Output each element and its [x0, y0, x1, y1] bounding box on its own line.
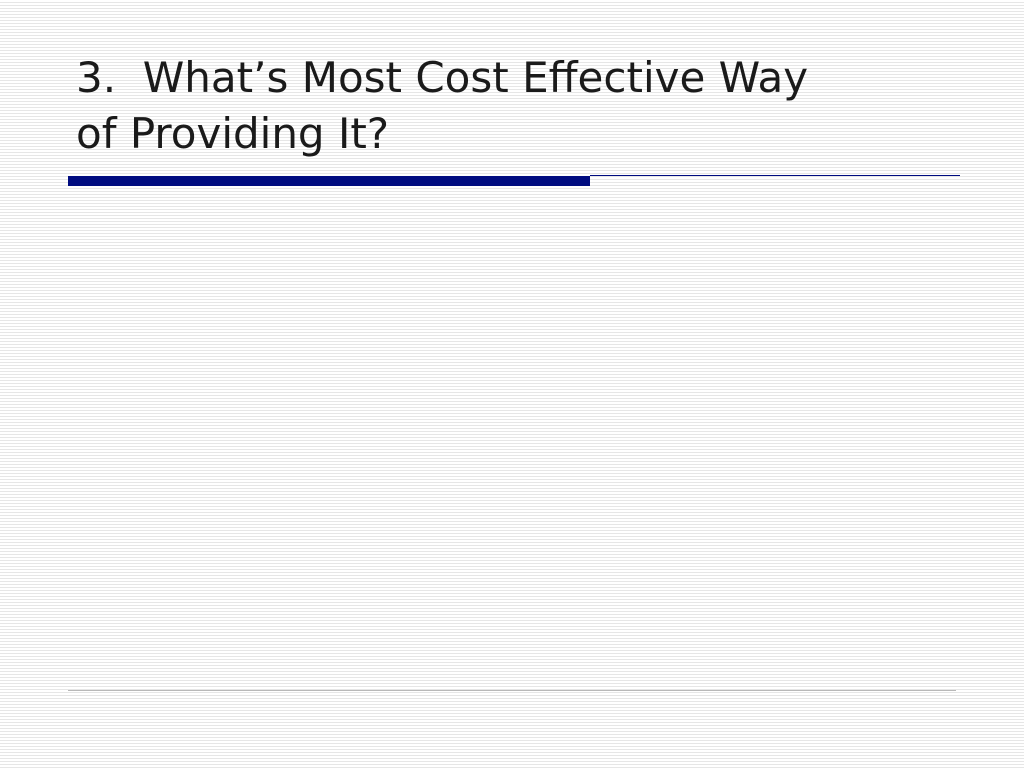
footer-divider [68, 690, 956, 691]
title-line-2: of Providing It? [76, 109, 390, 158]
slide-title: 3. What’s Most Cost Effective Way of Prov… [76, 50, 956, 162]
title-underline-thin [590, 175, 960, 176]
title-line-1: 3. What’s Most Cost Effective Way [76, 53, 809, 102]
title-underline-thick [68, 176, 590, 186]
